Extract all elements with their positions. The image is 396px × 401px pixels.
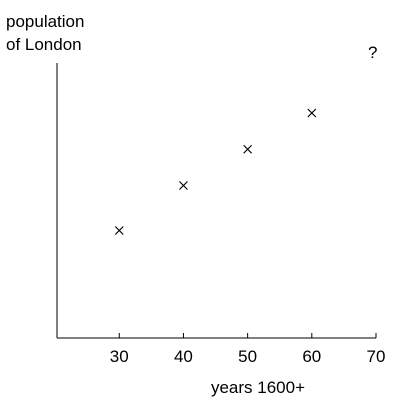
x-axis-label: years 1600+ xyxy=(211,378,305,397)
data-point-marker xyxy=(114,226,124,235)
x-tick-label: 70 xyxy=(367,347,386,366)
data-points xyxy=(114,108,317,235)
data-point-marker xyxy=(179,181,188,190)
x-axis-tick-labels: 30 40 50 60 70 xyxy=(110,347,386,366)
question-mark-annotation: ? xyxy=(368,43,377,62)
x-tick-label: 50 xyxy=(238,347,257,366)
x-axis-ticks xyxy=(118,333,377,338)
data-point-marker xyxy=(307,108,317,118)
x-tick-label: 30 xyxy=(110,347,129,366)
y-axis-label-line-2: of London xyxy=(6,35,82,54)
y-axis-label-line-1: population xyxy=(6,12,84,31)
x-tick-label: 40 xyxy=(174,347,193,366)
x-tick-label: 60 xyxy=(302,347,321,366)
data-point-marker xyxy=(243,144,253,154)
